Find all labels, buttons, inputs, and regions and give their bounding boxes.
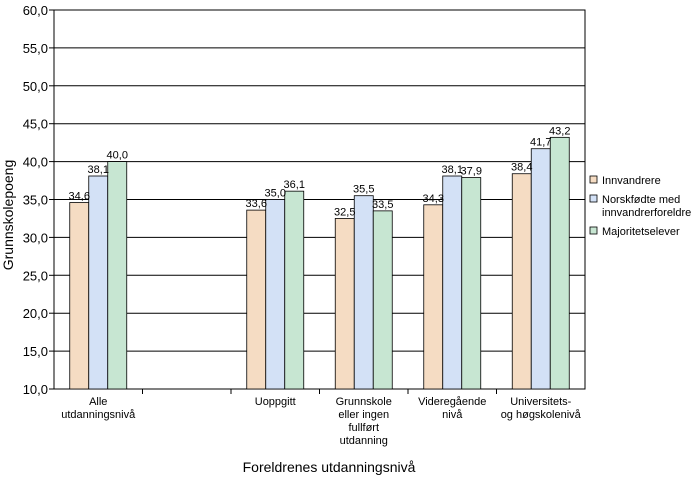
data-label: 43,2 bbox=[549, 125, 570, 137]
y-tick-label: 45,0 bbox=[23, 117, 48, 132]
x-tick-label: utdanningsnivå bbox=[61, 409, 136, 421]
legend-label: Majoritetselever bbox=[602, 226, 680, 238]
data-label: 35,5 bbox=[353, 184, 374, 196]
data-label: 33,6 bbox=[246, 198, 267, 210]
bars bbox=[69, 136, 570, 390]
y-tick-label: 60,0 bbox=[23, 3, 48, 18]
y-tick-label: 50,0 bbox=[23, 79, 48, 94]
data-label: 41,7 bbox=[530, 137, 551, 149]
bar bbox=[423, 204, 444, 390]
x-tick-label: Uoppgitt bbox=[255, 396, 296, 408]
data-label: 33,5 bbox=[372, 199, 393, 211]
data-label: 40,0 bbox=[107, 150, 128, 162]
x-axis-title: Foreldrenes utdanningsnivå bbox=[243, 459, 416, 475]
bar bbox=[88, 175, 109, 390]
data-labels: 34,6 38,1 40,0 33,635,036,1 32,5 35,5 33,5 34,3… bbox=[69, 125, 571, 218]
legend-label: Norskfødte med bbox=[602, 194, 680, 206]
y-tick-label: 35,0 bbox=[23, 193, 48, 208]
data-label: 37,9 bbox=[461, 166, 482, 178]
bar bbox=[284, 190, 305, 390]
x-tick-label: Videregående bbox=[418, 396, 486, 408]
bar bbox=[530, 148, 551, 390]
x-tick-label: og høgskolenivå bbox=[501, 409, 582, 421]
data-label: 34,6 bbox=[69, 191, 90, 203]
bar bbox=[353, 195, 374, 390]
bar bbox=[461, 177, 482, 390]
x-tick-label: utdanning bbox=[340, 435, 388, 447]
y-tick-label: 25,0 bbox=[23, 268, 48, 283]
x-tick-label: nivå bbox=[442, 409, 463, 421]
x-tick-label: Alle bbox=[89, 396, 107, 408]
bar bbox=[107, 161, 128, 390]
bar bbox=[549, 136, 570, 390]
y-tick-label: 55,0 bbox=[23, 41, 48, 56]
x-tick-label: Universitets- bbox=[510, 396, 571, 408]
data-label: 38,1 bbox=[442, 164, 463, 176]
x-tick-label: fullført bbox=[348, 422, 379, 434]
bar bbox=[69, 202, 90, 390]
legend: Innvandrere Norskfødte medinnvandrerforel… bbox=[589, 175, 691, 238]
y-tick-label: 30,0 bbox=[23, 230, 48, 245]
legend-swatch bbox=[589, 175, 598, 184]
bar bbox=[442, 175, 463, 390]
data-label: 36,1 bbox=[284, 179, 305, 191]
y-tick-label: 10,0 bbox=[23, 382, 48, 397]
x-tick-label: Grunnskole bbox=[336, 396, 392, 408]
bar bbox=[334, 218, 355, 390]
data-label: 34,3 bbox=[423, 193, 444, 205]
bar bbox=[372, 210, 393, 390]
y-axis-title: Grunnskolepoeng bbox=[0, 160, 16, 271]
y-tick-label: 15,0 bbox=[23, 344, 48, 359]
data-label: 32,5 bbox=[334, 206, 355, 218]
legend-label: Innvandrere bbox=[602, 175, 661, 187]
data-label: 38,1 bbox=[88, 164, 109, 176]
axes bbox=[49, 9, 586, 394]
data-label: 35,0 bbox=[265, 188, 286, 200]
y-tick-label: 20,0 bbox=[23, 306, 48, 321]
bar bbox=[246, 209, 267, 390]
tick-labels: 10,0 15,0 20,0 25,0 30,0 35,0 40,0 45,0 50,0 55,0… bbox=[23, 3, 582, 447]
legend-swatch bbox=[589, 226, 598, 235]
data-label: 38,4 bbox=[511, 162, 532, 174]
y-tick-label: 40,0 bbox=[23, 155, 48, 170]
bar bbox=[265, 199, 286, 390]
gridlines bbox=[54, 9, 585, 390]
legend-swatch bbox=[589, 194, 598, 203]
x-tick-label: eller ingen bbox=[338, 409, 389, 421]
legend-label: innvandrerforeldre bbox=[602, 207, 691, 219]
bar bbox=[511, 173, 532, 390]
